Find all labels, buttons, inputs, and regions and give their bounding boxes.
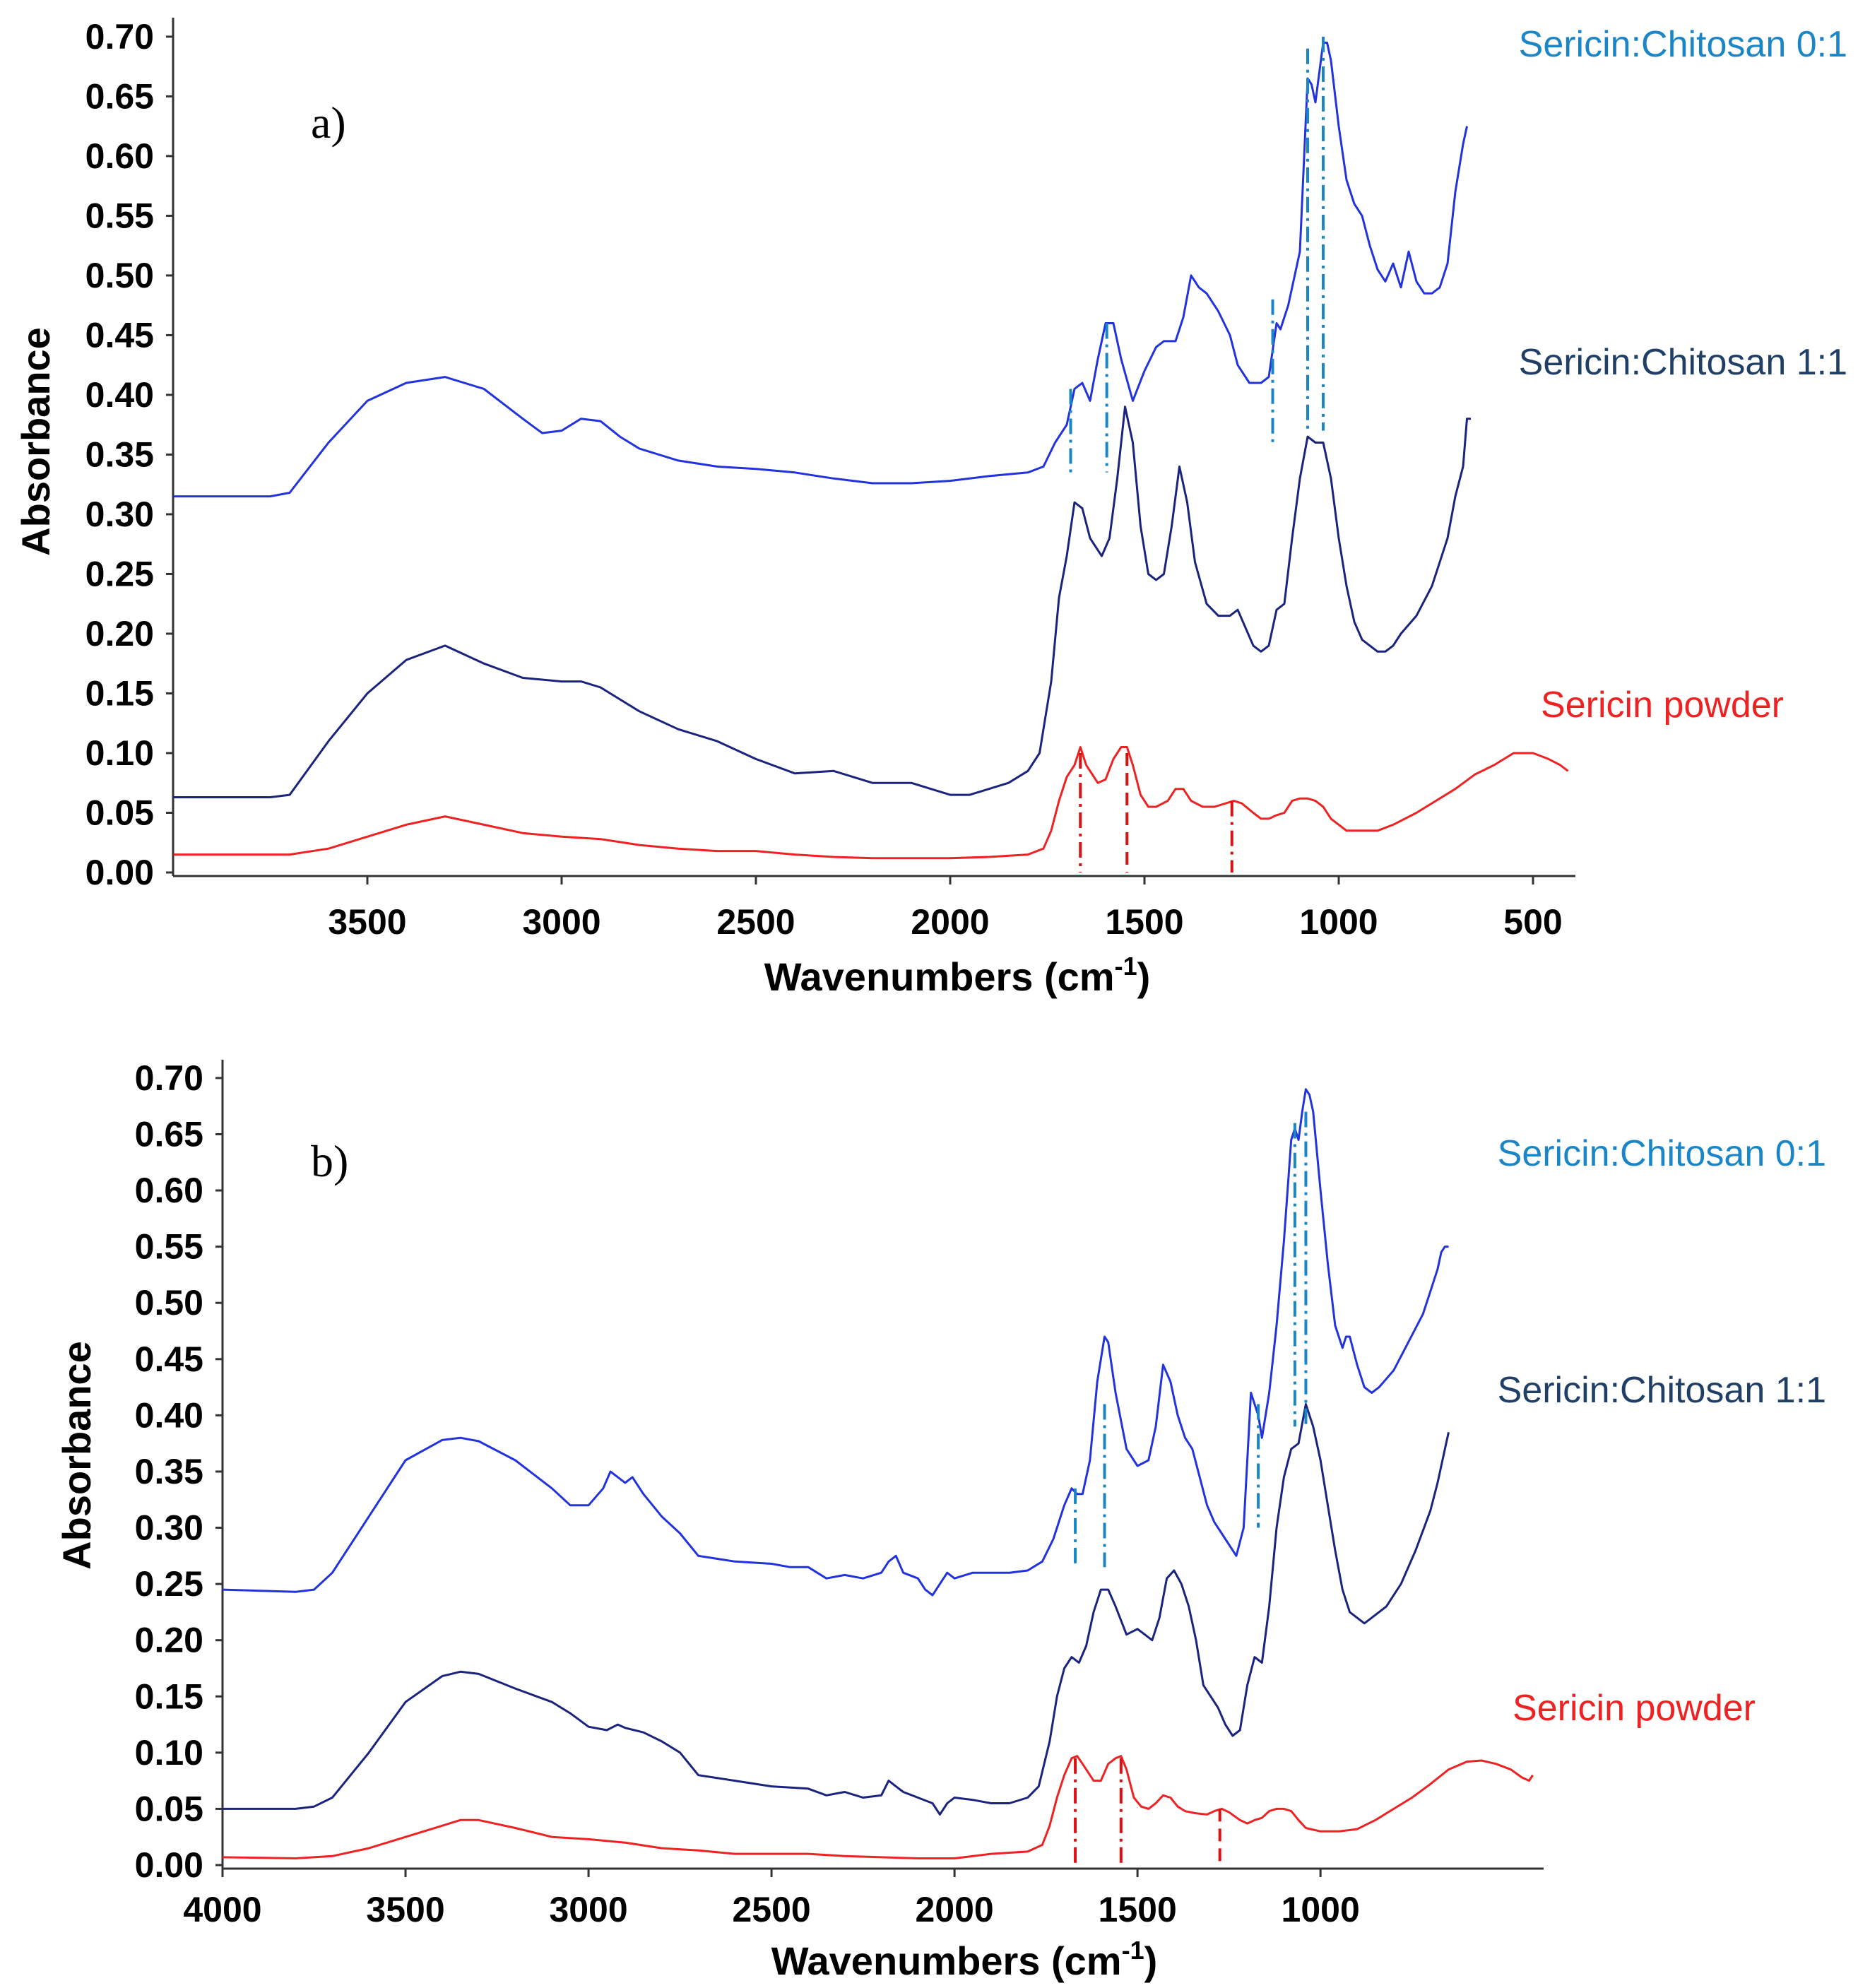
x-tick-label: 2000 (911, 902, 989, 942)
x-tick-label: 2500 (732, 1890, 810, 1929)
x-tick-label: 3000 (549, 1890, 627, 1929)
y-tick-label: 0.70 (135, 1058, 203, 1098)
y-tick-label: 0.60 (85, 136, 154, 176)
y-tick-label: 0.55 (85, 196, 154, 235)
x-tick-label: 2500 (716, 902, 795, 942)
series-line-1 (173, 406, 1471, 798)
series-label: Sericin:Chitosan 1:1 (1498, 1370, 1826, 1411)
series-label: Sericin:Chitosan 0:1 (1519, 24, 1847, 65)
y-tick-label: 0.25 (135, 1564, 203, 1604)
x-tick-label: 4000 (183, 1890, 261, 1929)
y-tick-label: 0.35 (135, 1452, 203, 1491)
series-label: Sericin:Chitosan 1:1 (1519, 342, 1847, 383)
y-tick-label: 0.50 (135, 1283, 203, 1323)
series-line-0 (173, 41, 1468, 498)
series-line-0 (222, 1088, 1449, 1597)
x-tick-label: 3000 (522, 902, 600, 942)
y-tick-label: 0.10 (85, 733, 154, 773)
y-tick-label: 0.45 (135, 1339, 203, 1379)
y-tick-label: 0.45 (85, 315, 154, 355)
x-tick-label: 1000 (1299, 902, 1378, 942)
y-tick-label: 0.20 (85, 614, 154, 653)
x-tick-label: 3500 (366, 1890, 444, 1929)
y-tick-label: 0.55 (135, 1227, 203, 1267)
series-line-1 (223, 1403, 1450, 1816)
series-label: Sericin powder (1541, 685, 1784, 726)
panel-label: b) (311, 1136, 348, 1186)
y-tick-label: 0.20 (135, 1621, 203, 1660)
y-tick-label: 0.05 (135, 1789, 203, 1828)
series-line-2 (173, 746, 1569, 860)
y-tick-label: 0.65 (135, 1114, 203, 1154)
y-tick-label: 0.65 (85, 76, 154, 116)
panel-b: 0.00 0.05 0.10 0.15 0.20 0.25 0.30 0.35 0.40 0.45… (54, 1058, 1826, 1983)
y-tick-label: 0.70 (85, 17, 154, 57)
y-tick-label: 0.30 (135, 1508, 203, 1548)
y-tick-label: 0.35 (85, 434, 154, 474)
panel-label: a) (311, 97, 346, 148)
x-axis-title: Wavenumbers (cm-1) (771, 1936, 1158, 1983)
y-tick-label: 0.15 (135, 1676, 203, 1716)
y-tick-label: 0.15 (85, 673, 154, 713)
y-tick-label: 0.60 (135, 1171, 203, 1210)
x-tick-label: 3500 (328, 902, 406, 942)
y-tick-label: 0.40 (135, 1395, 203, 1435)
y-tick-label: 0.25 (85, 554, 154, 593)
x-tick-label: 1000 (1282, 1890, 1360, 1929)
y-tick-label: 0.10 (135, 1733, 203, 1773)
y-tick-label: 0.00 (85, 853, 154, 892)
y-tick-label: 0.30 (85, 495, 154, 534)
x-tick-label: 500 (1503, 902, 1562, 942)
y-tick-label: 0.00 (135, 1845, 203, 1885)
x-tick-label: 1500 (1099, 1890, 1177, 1929)
x-tick-label: 1500 (1105, 902, 1183, 942)
y-tick-label: 0.50 (85, 256, 154, 295)
x-tick-label: 2000 (915, 1890, 993, 1929)
y-tick-label: 0.05 (85, 793, 154, 832)
series-line-2 (222, 1755, 1534, 1859)
y-tick-label: 0.40 (85, 375, 154, 415)
y-axis-title: Absorbance (13, 327, 58, 556)
x-axis-title: Wavenumbers (cm-1) (764, 952, 1151, 999)
y-axis-title: Absorbance (54, 1341, 99, 1570)
panel-a: 0.00 0.05 0.10 0.15 0.20 0.25 0.30 0.35 0.40 0.45… (13, 17, 1847, 999)
series-label: Sericin powder (1513, 1688, 1756, 1729)
series-label: Sericin:Chitosan 0:1 (1498, 1133, 1826, 1174)
